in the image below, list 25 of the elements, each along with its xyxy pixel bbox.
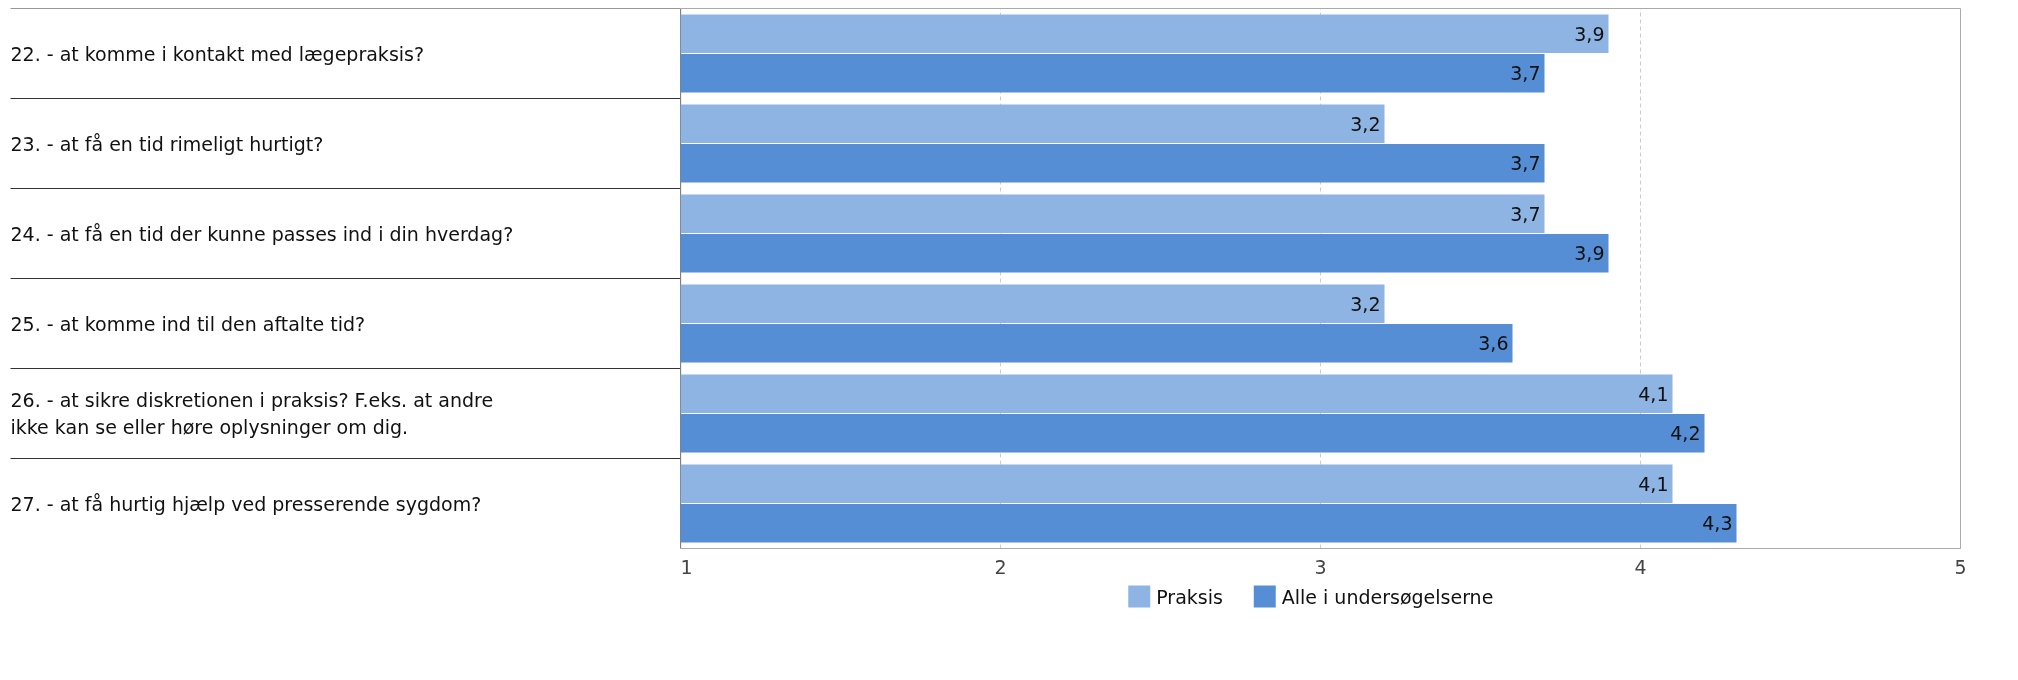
data-label: 4,2 — [1670, 422, 1701, 445]
legend-label: Alle i undersøgelserne — [1281, 585, 1494, 608]
x-tick-label: 5 — [1954, 555, 1967, 578]
y-tick-label: 25. - at komme ind til den aftalte tid? — [10, 312, 366, 335]
legend-label: Praksis — [1156, 585, 1223, 608]
data-label: 3,9 — [1574, 22, 1605, 45]
x-tick-label: 2 — [994, 555, 1007, 578]
y-tick-label: 23. - at få en tid rimeligt hurtigt? — [10, 132, 324, 155]
data-label: 3,2 — [1350, 112, 1381, 135]
data-label: 3,7 — [1510, 152, 1541, 175]
data-label: 3,2 — [1350, 292, 1381, 315]
x-tick-label: 3 — [1314, 555, 1327, 578]
y-tick-label: 27. - at få hurtig hjælp ved presserende sygdom? — [10, 492, 482, 515]
data-label: 4,1 — [1638, 472, 1669, 495]
data-label: 3,6 — [1478, 332, 1509, 355]
data-label: 3,7 — [1510, 202, 1541, 225]
y-tick-label: 22. - at komme i kontakt med lægepraksis? — [10, 42, 425, 65]
data-label: 4,1 — [1638, 382, 1669, 405]
y-tick-label: 24. - at få en tid der kunne passes ind i din hverdag? — [10, 222, 514, 245]
data-label: 3,7 — [1510, 62, 1541, 85]
data-label: 3,9 — [1574, 242, 1605, 265]
y-tick-label: 26. - at sikre diskretionen i praksis? F.eks. at andre ikke kan se eller høre oplysninger om dig. — [10, 389, 494, 438]
x-tick-label: 4 — [1634, 555, 1647, 578]
x-tick-label: 1 — [680, 555, 693, 578]
data-label: 4,3 — [1702, 512, 1733, 535]
